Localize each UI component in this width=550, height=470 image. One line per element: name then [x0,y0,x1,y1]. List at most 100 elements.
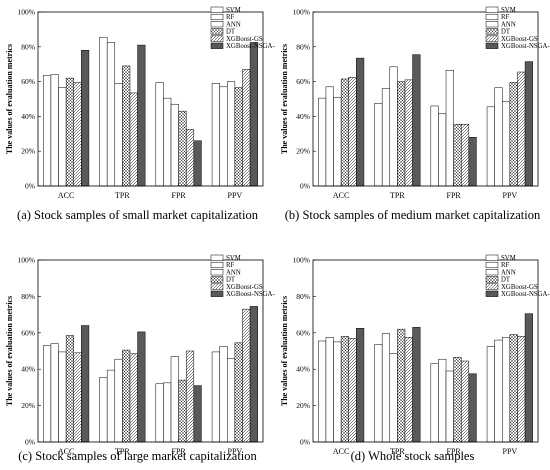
legend-label: DT [226,277,236,284]
bar-xgboost-gs-ppv [242,308,251,443]
bar-svm-tpr [99,377,108,443]
legend-swatch [485,13,499,21]
y-tick-label: 80% [21,292,35,301]
bar-ann-fpr [445,70,454,187]
legend-swatch [210,290,224,297]
bar-ann-tpr [114,358,123,443]
bar-ann-ppv [227,358,236,443]
legend-label: DT [501,277,511,284]
y-tick-label: 40% [21,112,35,121]
legend-swatch [210,261,224,269]
legend-swatch [485,290,499,297]
bar-xgboost-gs-fpr [185,129,195,187]
bar-ann-fpr [170,356,179,443]
bar-xgboost-gs-acc [73,352,82,443]
chart-panel-c: 0% 20% 40% 60% 80% 100% ACC TPR FPR PPV The values… [0,235,275,470]
plot-frame [312,259,539,443]
x-tick-label-ppv: PPV [228,191,243,200]
bar-xgboost-nsga-ii-fpr [468,373,477,443]
bar-svm-ppv [211,351,220,443]
legend-swatch [210,254,224,261]
bar-ann-acc [333,341,342,443]
bar-rf-tpr [106,369,116,443]
bar-dt-acc [65,335,74,443]
bar-dt-ppv [234,87,243,187]
bar-svm-ppv [486,346,495,443]
y-axis-label: The values of evaluation metrics [5,296,14,406]
bar-xgboost-gs-acc [73,82,82,187]
bar-dt-fpr [453,123,462,187]
legend-swatch [485,261,499,269]
bar-xgboost-nsga-ii-ppv [249,306,258,443]
plot-frame [312,11,539,187]
bar-xgboost-gs-tpr [404,79,413,187]
x-tick-label-tpr: TPR [390,191,405,200]
legend-swatch [485,6,499,13]
bar-rf-acc [325,337,334,443]
x-tick-label-fpr: FPR [447,191,462,200]
bar-rf-tpr [106,42,116,187]
bar-xgboost-nsga-ii-fpr [468,137,477,187]
y-tick-label: 60% [21,328,35,337]
legend-label: XGBoost-GS [501,36,538,43]
chart-c-caption: (c) Stock samples of large market capita… [18,449,257,463]
legend-swatch [485,35,499,42]
bar-dt-fpr [178,110,187,187]
legend-label: ANN [501,269,516,276]
y-tick-label: 0% [300,182,310,191]
bar-svm-tpr [374,103,383,187]
legend-swatch [210,6,224,13]
x-tick-label-tpr: TPR [390,447,405,456]
legend-label: XGBoost-NSGA-II [501,43,550,50]
legend-swatch [485,28,499,35]
bar-ann-acc [58,351,67,443]
bar-rf-tpr [381,333,391,443]
bar-ann-ppv [227,81,236,187]
legend-label: XGBoost-GS [226,36,263,43]
bar-ann-ppv [502,101,511,187]
legend-swatch [210,269,224,276]
bar-dt-tpr [397,328,406,443]
bar-svm-acc [318,340,327,443]
bar-xgboost-nsga-ii-acc [81,325,90,443]
x-tick-label-fpr: FPR [172,447,187,456]
x-tick-label-tpr: TPR [115,447,130,456]
chart-panel-b: 0% 20% 40% 60% 80% 100% ACC TPR FPR PPV The values… [275,0,550,235]
bar-xgboost-nsga-ii-tpr [137,44,146,187]
bar-svm-fpr [430,363,439,443]
x-tick-label-tpr: TPR [115,191,130,200]
bar-xgboost-gs-fpr [185,350,195,443]
chart-a-caption: (a) Stock samples of small market capita… [17,208,258,222]
bar-ann-tpr [389,353,398,443]
chart-b-svg: 0% 20% 40% 60% 80% 100% ACC TPR FPR PPV The values… [280,6,550,200]
legend-label: SVM [226,255,241,262]
y-tick-label: 20% [296,147,310,156]
y-tick-label: 100% [293,8,311,17]
chart-d-caption: (d) Whole stock samples [350,449,475,463]
x-tick-label-ppv: PPV [503,191,518,200]
y-tick-label: 40% [21,365,35,374]
y-tick-label: 80% [296,42,310,51]
y-tick-label: 60% [296,77,310,86]
y-tick-label: 0% [300,438,310,447]
x-tick-label-fpr: FPR [447,447,462,456]
bar-xgboost-gs-tpr [129,92,138,187]
legend-label: RF [501,14,510,21]
y-tick-label: 0% [25,438,35,447]
bar-xgboost-nsga-ii-acc [81,50,90,187]
bar-xgboost-nsga-ii-fpr [193,140,202,187]
bar-ann-fpr [170,103,179,187]
legend-label: ANN [501,21,516,28]
bar-rf-ppv [219,346,228,443]
bar-svm-fpr [155,383,164,443]
legend-label: XGBoost-NSGA-II [501,291,550,298]
legend-label: DT [501,29,511,36]
bar-svm-acc [43,75,52,187]
y-tick-label: 20% [21,147,35,156]
bar-xgboost-nsga-ii-acc [356,328,365,443]
chart-d-svg: 0% 20% 40% 60% 80% 100% ACC TPR FPR PPV The values… [280,254,550,456]
legend-label: ANN [226,269,241,276]
legend-label: SVM [226,7,241,14]
bar-svm-tpr [374,344,383,443]
legend-swatch [485,283,499,290]
